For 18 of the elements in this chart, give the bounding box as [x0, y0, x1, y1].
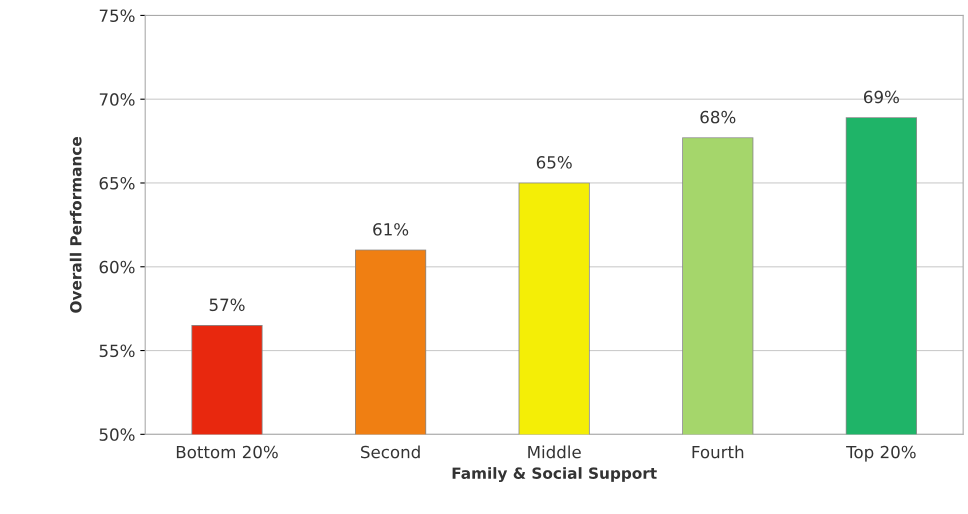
- y-tick-label: 70%: [100, 93, 135, 106]
- data-label: 57%: [210, 298, 245, 312]
- x-tick-label: Second: [361, 445, 420, 458]
- data-label: 68%: [700, 110, 736, 124]
- y-tick-label: 50%: [100, 428, 135, 441]
- x-tick-label: Top 20%: [846, 446, 916, 462]
- y-axis-title: Overall Performance: [70, 136, 82, 313]
- data-label: 65%: [536, 156, 572, 169]
- x-tick-label: Bottom 20%: [176, 446, 278, 458]
- y-tick-label: 60%: [100, 260, 135, 274]
- y-tick-label: 75%: [100, 9, 135, 22]
- data-label: 69%: [864, 90, 899, 104]
- y-tick-label: 65%: [100, 176, 135, 190]
- x-tick-label: Middle: [528, 445, 581, 458]
- x-axis-title: Family & Social Support: [452, 467, 657, 482]
- y-tick-label: 55%: [100, 344, 135, 358]
- data-label: 61%: [373, 223, 408, 236]
- x-tick-label: Fourth: [692, 445, 744, 458]
